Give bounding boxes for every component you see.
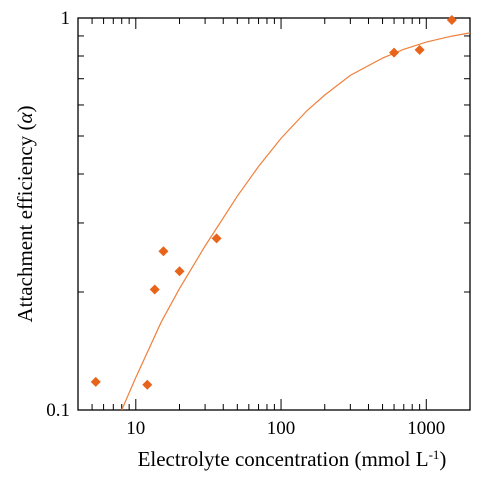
plot-frame: [77, 17, 471, 411]
y-axis-title-symbol: α: [13, 112, 37, 124]
data-point-diamond: [211, 233, 222, 244]
x-axis-title-text: Electrolyte concentration (mmol L: [138, 447, 429, 471]
ticks-group: [77, 17, 471, 411]
plot-frame-group: [77, 17, 471, 411]
x-tick-label: 10: [126, 418, 145, 439]
y-axis-title: Attachment efficiency (α): [13, 105, 37, 322]
fit-curve: [121, 32, 471, 411]
x-tick-label: 1000: [407, 418, 445, 439]
markers-group: [90, 15, 457, 390]
x-axis-title-sup: -1: [429, 447, 440, 462]
y-tick-label: 0.1: [46, 400, 70, 421]
data-point-diamond: [389, 47, 400, 58]
data-point-diamond: [90, 376, 101, 387]
tick-labels-group: 10 100 1000 0.1 1: [46, 8, 445, 439]
y-axis-title-text: Attachment efficiency (: [13, 124, 37, 323]
data-point-diamond: [174, 266, 185, 277]
data-point-diamond: [149, 284, 160, 295]
data-point-diamond: [414, 44, 425, 55]
y-axis-title-close: ): [13, 105, 37, 112]
x-axis-title-close: ): [439, 447, 446, 471]
data-point-diamond: [446, 15, 457, 26]
x-axis-title: Electrolyte concentration (mmol L-1): [138, 447, 447, 472]
data-point-diamond: [158, 246, 169, 257]
y-tick-label: 1: [61, 8, 71, 29]
x-tick-label: 100: [267, 418, 296, 439]
data-point-diamond: [142, 379, 153, 390]
